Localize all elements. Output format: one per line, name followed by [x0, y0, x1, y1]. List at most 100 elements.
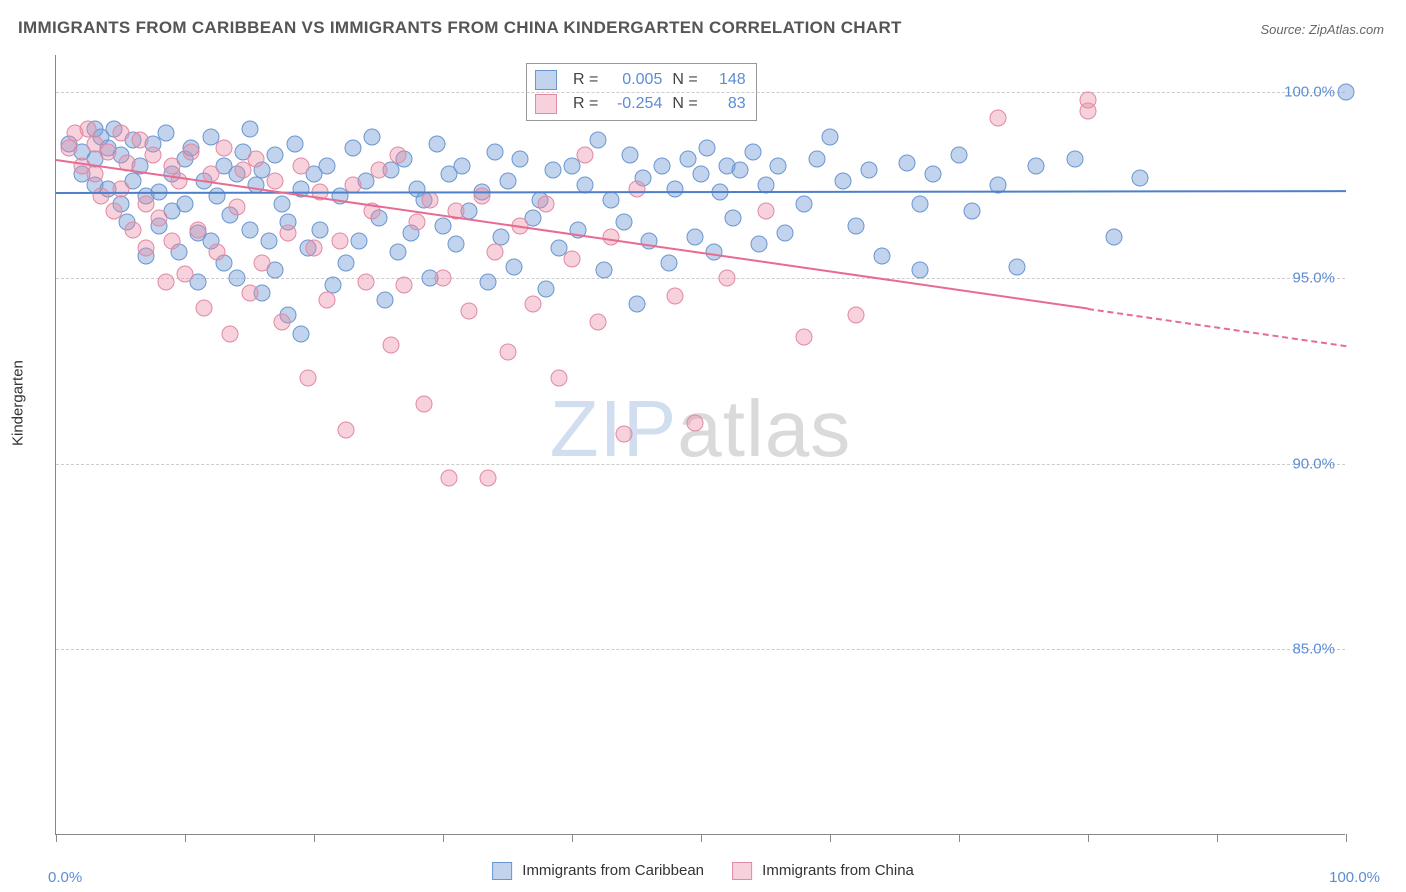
data-point [731, 162, 748, 179]
data-point [389, 243, 406, 260]
data-point [847, 307, 864, 324]
data-point [628, 295, 645, 312]
data-point [1080, 91, 1097, 108]
data-point [209, 188, 226, 205]
xtick [56, 834, 57, 842]
data-point [183, 143, 200, 160]
data-point [422, 191, 439, 208]
data-point [1105, 229, 1122, 246]
data-point [705, 243, 722, 260]
data-point [473, 188, 490, 205]
xtick [701, 834, 702, 842]
gridline [56, 464, 1345, 465]
data-point [912, 195, 929, 212]
data-point [512, 151, 529, 168]
data-point [622, 147, 639, 164]
legend-item-china: Immigrants from China [732, 862, 914, 880]
r-value-caribbean: 0.005 [606, 68, 662, 92]
data-point [925, 165, 942, 182]
data-point [1131, 169, 1148, 186]
ytick-label: 85.0% [1292, 641, 1335, 658]
n-value-china: 83 [706, 92, 746, 116]
data-point [293, 325, 310, 342]
data-point [744, 143, 761, 160]
data-point [505, 258, 522, 275]
data-point [273, 195, 290, 212]
data-point [435, 269, 452, 286]
data-point [615, 425, 632, 442]
data-point [589, 314, 606, 331]
r-value-china: -0.254 [606, 92, 662, 116]
data-point [112, 180, 129, 197]
data-point [1009, 258, 1026, 275]
data-point [318, 158, 335, 175]
data-point [589, 132, 606, 149]
data-point [1338, 84, 1355, 101]
data-point [660, 255, 677, 272]
watermark-zip: ZIP [550, 384, 677, 473]
x-axis-max-label: 100.0% [1329, 869, 1380, 886]
r-label: R = [573, 68, 598, 92]
regression-line [1088, 308, 1346, 347]
watermark-atlas: atlas [677, 384, 851, 473]
data-point [699, 139, 716, 156]
data-point [989, 110, 1006, 127]
data-point [460, 303, 477, 320]
data-point [564, 251, 581, 268]
data-point [138, 195, 155, 212]
data-point [383, 336, 400, 353]
data-point [544, 162, 561, 179]
data-point [963, 203, 980, 220]
data-point [331, 232, 348, 249]
data-point [389, 147, 406, 164]
data-point [144, 147, 161, 164]
data-point [822, 128, 839, 145]
n-value-caribbean: 148 [706, 68, 746, 92]
legend-row-china: R = -0.254 N = 83 [535, 92, 746, 116]
data-point [686, 229, 703, 246]
xtick [830, 834, 831, 842]
plot-area: ZIPatlas R = 0.005 N = 148 R = -0.254 N … [55, 55, 1345, 835]
data-point [189, 221, 206, 238]
data-point [538, 195, 555, 212]
legend-row-caribbean: R = 0.005 N = 148 [535, 68, 746, 92]
watermark: ZIPatlas [550, 383, 851, 475]
data-point [796, 329, 813, 346]
data-point [138, 240, 155, 257]
data-point [667, 180, 684, 197]
data-point [99, 143, 116, 160]
data-point [499, 344, 516, 361]
data-point [260, 232, 277, 249]
legend-item-caribbean: Immigrants from Caribbean [492, 862, 704, 880]
data-point [93, 188, 110, 205]
data-point [293, 158, 310, 175]
x-axis-min-label: 0.0% [48, 869, 82, 886]
data-point [776, 225, 793, 242]
data-point [499, 173, 516, 190]
xtick [185, 834, 186, 842]
xtick [1088, 834, 1089, 842]
data-point [899, 154, 916, 171]
data-point [338, 422, 355, 439]
data-point [177, 266, 194, 283]
data-point [112, 125, 129, 142]
data-point [480, 470, 497, 487]
data-point [1067, 151, 1084, 168]
data-point [106, 203, 123, 220]
xtick [1217, 834, 1218, 842]
n-label: N = [672, 92, 697, 116]
data-point [318, 292, 335, 309]
data-point [551, 370, 568, 387]
data-point [286, 136, 303, 153]
data-point [667, 288, 684, 305]
ytick-label: 100.0% [1284, 84, 1335, 101]
xtick [443, 834, 444, 842]
data-point [912, 262, 929, 279]
data-point [241, 121, 258, 138]
data-point [125, 221, 142, 238]
data-point [273, 314, 290, 331]
data-point [351, 232, 368, 249]
data-point [228, 199, 245, 216]
gridline [56, 649, 1345, 650]
ytick-label: 90.0% [1292, 455, 1335, 472]
